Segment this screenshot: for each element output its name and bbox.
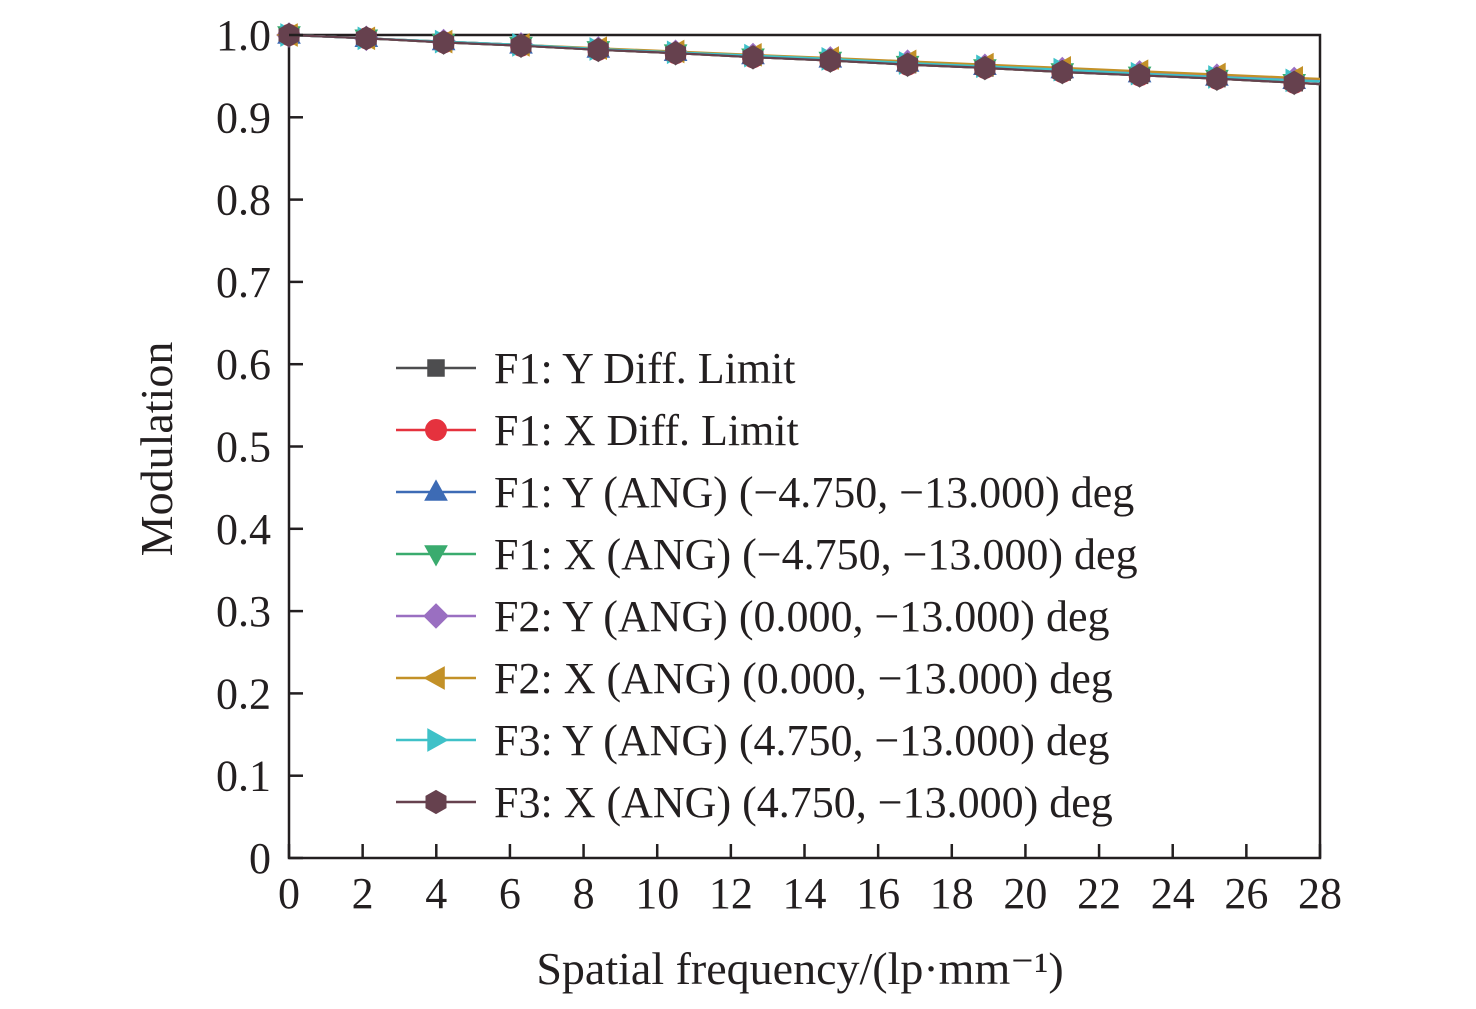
y-axis-title: Modulation [131,342,182,557]
x-tick-label: 6 [499,869,521,918]
x-tick-label: 12 [709,869,753,918]
data-point [665,41,687,66]
x-axis-title: Spatial frequency/(lp·mm⁻¹) [536,943,1063,994]
x-tick-label: 26 [1224,869,1268,918]
legend-entry: F3: Y (ANG) (4.750, −13.000) deg [396,716,1109,765]
x-tick-label: 2 [352,869,374,918]
y-tick-label: 0.3 [216,587,271,636]
x-tick-label: 14 [783,869,827,918]
y-tick-label: 0 [249,834,271,883]
legend-entry: F2: Y (ANG) (0.000, −13.000) deg [396,592,1109,641]
y-tick-label: 0.4 [216,505,271,554]
data-point [510,33,532,58]
data-point [1051,59,1073,85]
x-tick-label: 8 [573,869,595,918]
legend-label: F1: Y (ANG) (−4.750, −13.000) deg [494,468,1134,517]
legend-marker [425,419,447,441]
legend-label: F2: X (ANG) (0.000, −13.000) deg [494,654,1113,703]
legend-marker [425,789,447,815]
legend-label: F2: Y (ANG) (0.000, −13.000) deg [494,592,1109,641]
legend-label: F1: Y Diff. Limit [494,344,796,393]
legend-label: F3: Y (ANG) (4.750, −13.000) deg [494,716,1109,765]
legend-marker [424,479,448,501]
data-point [974,55,996,81]
axes: 0 2 4 6 8 10 12 14 16 18 20 22 24 26 2800.10.20.30.40.… [216,11,1342,918]
legend-marker [427,359,445,377]
data-point [1283,70,1305,95]
legend: F1: Y Diff. Limit F1: X Diff. Limit F1: Y … [396,344,1138,827]
legend-label: F1: X Diff. Limit [494,406,799,455]
legend-entry: F2: X (ANG) (0.000, −13.000) deg [396,654,1113,703]
legend-entry: F1: Y (ANG) (−4.750, −13.000) deg [396,468,1134,517]
series-layer [276,22,1321,96]
data-point [587,37,609,62]
legend-entry: F1: X (ANG) (−4.750, −13.000) deg [396,530,1138,579]
series-group [278,22,1321,95]
y-tick-label: 0.5 [216,423,271,472]
x-tick-label: 24 [1151,869,1195,918]
y-tick-label: 1.0 [216,11,271,60]
data-point [355,26,377,51]
x-tick-label: 4 [425,869,447,918]
legend-label: F3: X (ANG) (4.750, −13.000) deg [494,778,1113,827]
y-tick-label: 0.1 [216,752,271,801]
data-point [1129,63,1151,88]
y-tick-label: 0.8 [216,176,271,225]
legend-label: F1: X (ANG) (−4.750, −13.000) deg [494,530,1138,579]
x-tick-label: 18 [930,869,974,918]
x-tick-label: 22 [1077,869,1121,918]
data-point [433,30,455,55]
y-tick-label: 0.7 [216,258,271,307]
legend-marker [423,666,445,690]
x-tick-label: 20 [1003,869,1047,918]
x-tick-label: 16 [856,869,900,918]
legend-entry: F1: X Diff. Limit [396,406,799,455]
y-tick-label: 0.9 [216,93,271,142]
data-point [897,52,919,77]
y-tick-label: 0.6 [216,340,271,389]
legend-entry: F3: X (ANG) (4.750, −13.000) deg [396,778,1113,827]
y-tick-label: 0.2 [216,669,271,718]
x-tick-label: 10 [635,869,679,918]
legend-entry: F1: Y Diff. Limit [396,344,796,393]
data-point [742,45,764,70]
legend-marker [423,603,449,629]
x-tick-label: 28 [1298,869,1342,918]
legend-marker [427,728,449,752]
data-point [819,48,841,73]
legend-marker [424,545,448,567]
x-tick-label: 0 [278,869,300,918]
data-point [1206,66,1228,91]
